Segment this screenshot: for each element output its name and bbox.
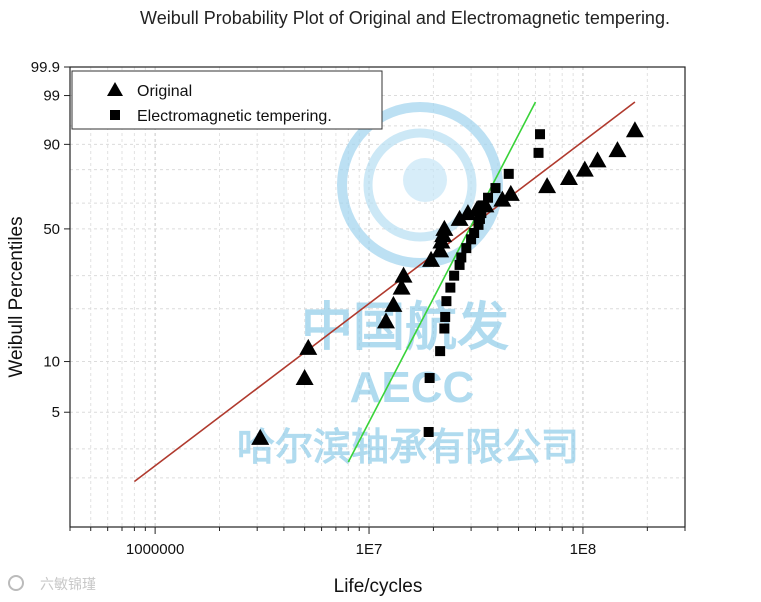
x-tick-label: 1E8: [570, 541, 597, 558]
data-point-original: [435, 219, 454, 236]
data-point-original: [299, 338, 318, 355]
watermark-text-company: 哈尔滨轴承有限公司: [237, 427, 579, 469]
data-point-electromagnetic: [440, 311, 451, 322]
fit-lines: [133, 101, 636, 483]
data-point-original: [431, 241, 450, 258]
data-point-original: [501, 184, 520, 201]
y-tick-label: 99: [43, 88, 60, 105]
footer-logo-icon: [8, 575, 24, 591]
data-point-electromagnetic: [449, 270, 460, 281]
footer-brand: 六敏锦瑾: [8, 575, 96, 592]
y-axis-ticks: 5 10 50 90 99 99.9: [31, 59, 70, 421]
watermark-text-chinese: 中国航发: [301, 299, 509, 357]
data-point-electromagnetic: [445, 282, 456, 293]
legend-marker-original: [107, 82, 123, 96]
data-point-electromagnetic: [454, 259, 465, 270]
data-point-original: [376, 312, 395, 329]
data-point-electromagnetic: [476, 208, 487, 219]
data-point-electromagnetic: [423, 426, 434, 437]
x-axis-label: Life/cycles: [334, 576, 423, 597]
x-tick-label: 1000000: [126, 541, 184, 558]
y-tick-label: 99.9: [31, 59, 60, 76]
y-axis-label: Weibull Percentiles: [6, 216, 27, 377]
data-point-electromagnetic: [474, 213, 485, 224]
watermark-logo-core: [403, 158, 447, 202]
data-point-electromagnetic: [441, 296, 452, 307]
x-tick-label: 1E7: [356, 541, 383, 558]
data-point-original: [295, 369, 314, 386]
data-point-original: [608, 141, 627, 158]
chart-title: Weibull Probability Plot of Original and…: [140, 8, 670, 28]
footer-brand-text: 六敏锦瑾: [40, 576, 96, 592]
watermark: 中国航发 AECC 哈尔滨轴承有限公司: [237, 102, 579, 469]
data-point-electromagnetic: [469, 227, 480, 238]
legend-box: [71, 70, 383, 130]
data-point-electromagnetic: [466, 234, 477, 245]
data-point-original: [575, 160, 594, 177]
watermark-logo-ring: [363, 128, 477, 242]
data-point-original: [588, 151, 607, 168]
fit-line-original: [133, 101, 636, 483]
data-point-electromagnetic: [424, 373, 435, 384]
data-point-original: [422, 250, 441, 267]
data-point-electromagnetic: [456, 252, 467, 263]
data-point-electromagnetic: [473, 219, 484, 230]
data-markers: [251, 121, 644, 445]
x-axis-ticks: 1000000 1E7 1E8: [69, 527, 686, 558]
data-point-electromagnetic: [439, 323, 450, 334]
fit-line-electromagnetic: [347, 101, 537, 463]
data-point-electromagnetic: [490, 183, 501, 194]
data-point-electromagnetic: [503, 168, 514, 179]
data-point-electromagnetic: [477, 200, 488, 211]
data-point-electromagnetic: [483, 192, 494, 203]
data-point-original: [625, 121, 644, 138]
data-point-original: [559, 169, 578, 186]
data-point-electromagnetic: [461, 243, 472, 254]
data-point-original: [251, 428, 270, 445]
plot-frame: [69, 66, 686, 528]
y-tick-label: 5: [52, 404, 60, 421]
watermark-text-aecc: AECC: [350, 363, 475, 412]
data-point-original: [394, 266, 413, 283]
legend: Original Electromagnetic tempering.: [71, 70, 383, 130]
y-tick-label: 50: [43, 221, 60, 238]
legend-label-original: Original: [137, 83, 192, 100]
y-tick-label: 10: [43, 354, 60, 371]
data-point-electromagnetic: [535, 129, 546, 140]
data-point-original: [392, 278, 411, 295]
data-point-original: [384, 295, 403, 312]
data-point-original: [538, 177, 557, 194]
y-tick-label: 90: [43, 136, 60, 153]
legend-label-electromagnetic: Electromagnetic tempering.: [137, 108, 332, 125]
data-point-original: [450, 209, 469, 226]
data-point-electromagnetic: [533, 147, 544, 158]
data-point-electromagnetic: [435, 346, 446, 357]
data-point-original: [493, 190, 512, 207]
legend-marker-electromagnetic: [110, 110, 120, 120]
